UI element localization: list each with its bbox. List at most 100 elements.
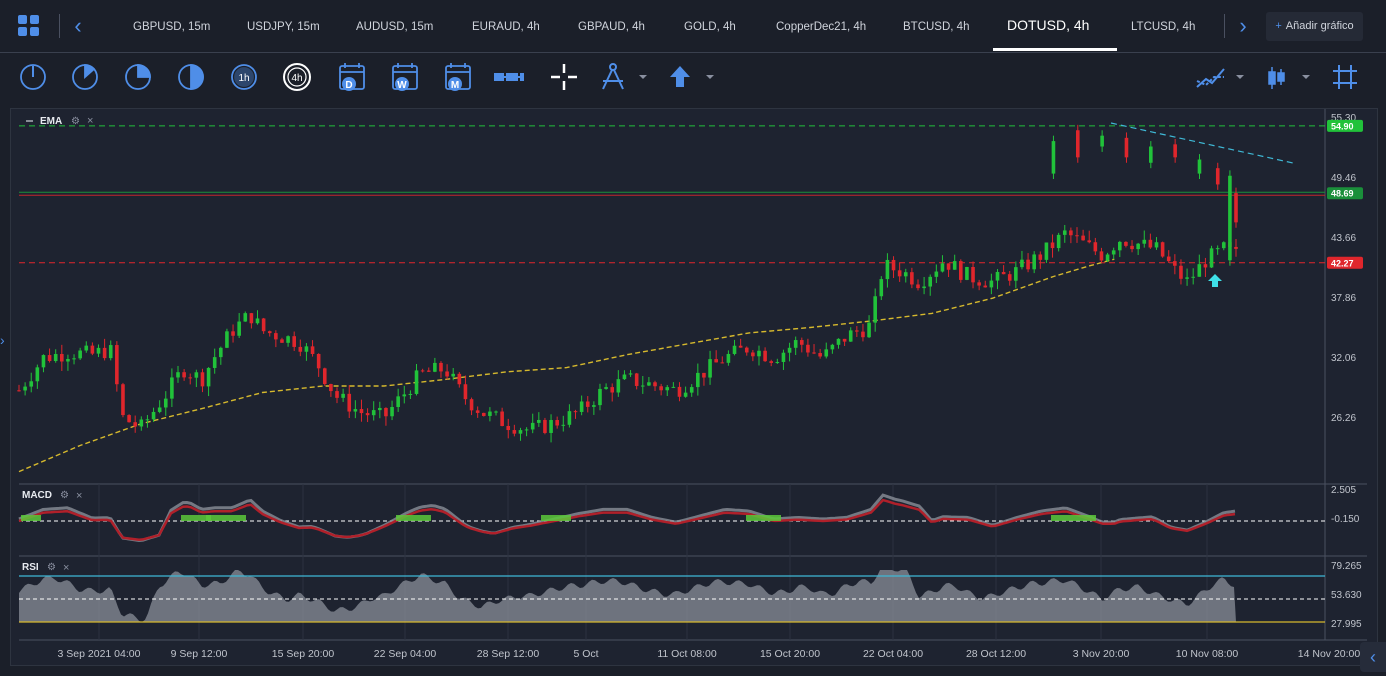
candle xyxy=(41,354,46,373)
close-icon[interactable]: × xyxy=(87,115,93,127)
candle xyxy=(414,363,419,396)
candle xyxy=(359,399,364,422)
clock-15m-icon[interactable] xyxy=(72,64,98,90)
time-label: 28 Sep 12:00 xyxy=(477,648,540,660)
candle xyxy=(891,256,896,279)
candle xyxy=(934,264,939,284)
chart-container[interactable]: 55.30 49.46 43.66 37.86 32.06 26.26 54.90 48.69… xyxy=(10,108,1378,666)
candle xyxy=(47,348,52,363)
timeframe-4h-icon[interactable] xyxy=(283,63,311,91)
indicator-chart-icon[interactable] xyxy=(1196,68,1225,88)
candle xyxy=(995,269,1000,290)
compass-drawing-icon[interactable] xyxy=(602,63,624,90)
ema-line[interactable] xyxy=(18,258,1115,473)
candle xyxy=(206,367,211,397)
candle xyxy=(365,408,370,423)
candle xyxy=(634,372,639,390)
candle xyxy=(139,416,144,431)
settings-icon[interactable]: ⚙ xyxy=(71,116,80,127)
tab-dotusd-4h[interactable]: DOTUSD, 4h xyxy=(1007,17,1090,33)
clock-1m-icon[interactable] xyxy=(20,64,46,90)
add-chart-button[interactable]: + Añadir gráfico xyxy=(1266,12,1363,41)
macd-histogram xyxy=(541,515,571,521)
candle xyxy=(579,395,584,416)
macd-legend[interactable]: MACD ⚙ × xyxy=(22,490,82,502)
layout-grid-icon[interactable] xyxy=(18,15,40,37)
candle xyxy=(812,344,816,355)
active-tab-underline xyxy=(993,48,1117,51)
candle xyxy=(310,340,315,357)
close-icon[interactable]: × xyxy=(76,490,82,502)
candle xyxy=(157,400,162,414)
tab-euraud-4h[interactable]: EURAUD, 4h xyxy=(472,21,540,33)
price-tick: 49.46 xyxy=(1331,173,1356,184)
candle xyxy=(127,414,131,423)
candle xyxy=(1099,247,1104,264)
tabs-scroll-right-icon[interactable]: › xyxy=(1239,13,1247,38)
candle xyxy=(530,413,535,434)
indicator-dropdown-icon[interactable] xyxy=(1236,75,1244,79)
candle xyxy=(1185,268,1189,286)
tab-bar: ‹ GBPUSD, 15m USDJPY, 15m AUDUSD, 15m EURAU… xyxy=(0,0,1386,53)
arrow-up-icon[interactable] xyxy=(670,66,690,87)
candle xyxy=(1044,242,1049,263)
candle xyxy=(163,391,168,416)
candle xyxy=(102,338,107,361)
arrow-dropdown-icon[interactable] xyxy=(706,75,714,79)
tab-gbpaud-4h[interactable]: GBPAUD, 4h xyxy=(578,21,645,33)
candle xyxy=(848,327,853,342)
candle-dropdown-icon[interactable] xyxy=(1302,75,1310,79)
ema-legend[interactable]: EMA ⚙ × xyxy=(26,115,93,127)
clock-30m-icon[interactable] xyxy=(125,64,151,90)
candle xyxy=(78,347,82,361)
price-tag: 48.69 xyxy=(1327,187,1363,200)
rsi-legend[interactable]: RSI ⚙ × xyxy=(22,562,69,574)
tab-btcusd-4h[interactable]: BTCUSD, 4h xyxy=(903,21,970,33)
candle xyxy=(1111,247,1116,260)
rsi-label: RSI xyxy=(22,562,39,573)
tab-gold-4h[interactable]: GOLD, 4h xyxy=(684,21,736,33)
tab-audusd-15m[interactable]: AUDUSD, 15m xyxy=(356,21,434,33)
tabs-scroll-left-icon[interactable]: ‹ xyxy=(74,13,82,38)
candle xyxy=(457,372,462,388)
plus-icon: + xyxy=(1275,20,1282,32)
macd-histogram xyxy=(21,515,41,521)
clock-half-icon[interactable] xyxy=(178,64,204,90)
ema-label: EMA xyxy=(40,116,62,127)
trend-line[interactable] xyxy=(1110,122,1294,164)
close-icon[interactable]: × xyxy=(63,562,69,574)
candle xyxy=(806,338,810,357)
candle xyxy=(1215,162,1220,190)
settings-icon[interactable]: ⚙ xyxy=(60,490,69,501)
candle xyxy=(439,361,443,378)
settings-icon[interactable]: ⚙ xyxy=(47,562,56,573)
candle xyxy=(855,326,859,337)
tab-ltcusd-4h[interactable]: LTCUSD, 4h xyxy=(1131,21,1196,33)
macd-tick: -0.150 xyxy=(1331,514,1360,525)
candle xyxy=(702,372,706,386)
ruler-icon[interactable] xyxy=(494,73,524,81)
candle xyxy=(647,376,651,387)
candlestick-type-icon[interactable] xyxy=(1268,67,1285,89)
candle xyxy=(1160,241,1165,258)
candle xyxy=(1051,135,1056,180)
candle xyxy=(524,427,529,437)
compass-dropdown-icon[interactable] xyxy=(639,75,647,79)
candle xyxy=(971,261,975,289)
tab-gbpusd-15m[interactable]: GBPUSD, 15m xyxy=(133,21,211,33)
candle xyxy=(928,274,933,296)
grid-icon[interactable] xyxy=(1333,65,1357,89)
expand-right-icon[interactable]: ‹ xyxy=(1360,642,1386,672)
tab-copperdec21-4h[interactable]: CopperDec21, 4h xyxy=(776,21,867,33)
tab-usdjpy-15m[interactable]: USDJPY, 15m xyxy=(247,21,320,33)
candle xyxy=(885,253,890,288)
tf-4h-text: 4h xyxy=(291,73,302,84)
timeframe-1h-icon[interactable] xyxy=(231,64,257,90)
expand-left-icon[interactable]: › xyxy=(0,332,5,348)
candle xyxy=(775,358,780,364)
candle xyxy=(1197,254,1202,277)
candle xyxy=(958,259,963,283)
candle xyxy=(90,342,95,356)
crosshair-icon[interactable] xyxy=(551,64,577,90)
candle xyxy=(1075,124,1080,163)
